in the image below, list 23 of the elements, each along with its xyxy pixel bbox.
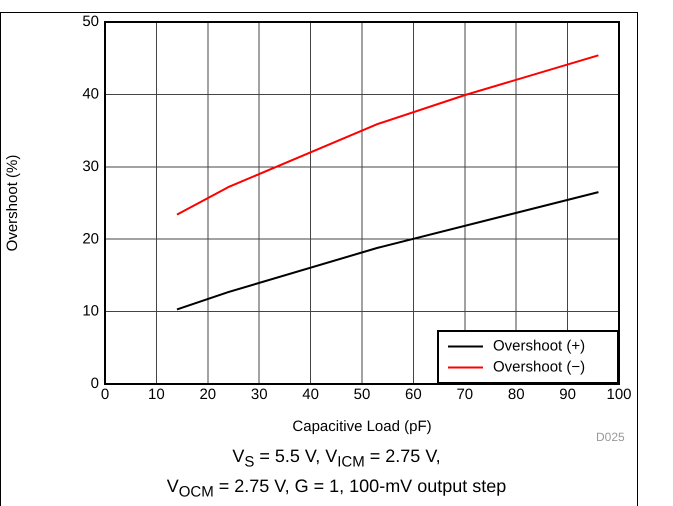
x-tick-label: 50 [354, 386, 370, 404]
x-tick-label: 60 [405, 386, 422, 404]
y-tick-label: 30 [82, 158, 99, 175]
y-tick-label: 10 [82, 302, 99, 320]
text: V$_{S}$ = 5.5 V, V$_{ICM}$ = 2.75 V, [231, 446, 442, 471]
y-tick-label: 40 [82, 86, 99, 103]
y-axis-title: Overshoot (%) [4, 154, 22, 252]
y-tick-label: 50 [82, 13, 99, 30]
legend-label: Overshoot (+) [493, 338, 586, 355]
x-tick-label: 100 [606, 386, 632, 404]
x-tick-label: 80 [508, 386, 525, 404]
x-tick-label: 20 [199, 386, 216, 404]
x-tick-label: 10 [148, 386, 165, 404]
x-tick-label: 30 [250, 386, 268, 404]
y-tick-label: 20 [82, 230, 99, 248]
text: D025 [596, 430, 625, 444]
x-axis-title: Capacitive Load (pF) [292, 418, 432, 436]
legend-label: Overshoot (−) [493, 358, 586, 376]
x-tick-label: 40 [302, 386, 319, 404]
y-tick-label: 0 [90, 375, 99, 392]
x-tick-label: 90 [559, 386, 576, 404]
text: V$_{OCM}$ = 2.75 V, G = 1, 100-mV output step [166, 476, 508, 501]
x-tick-label: 70 [456, 386, 474, 404]
